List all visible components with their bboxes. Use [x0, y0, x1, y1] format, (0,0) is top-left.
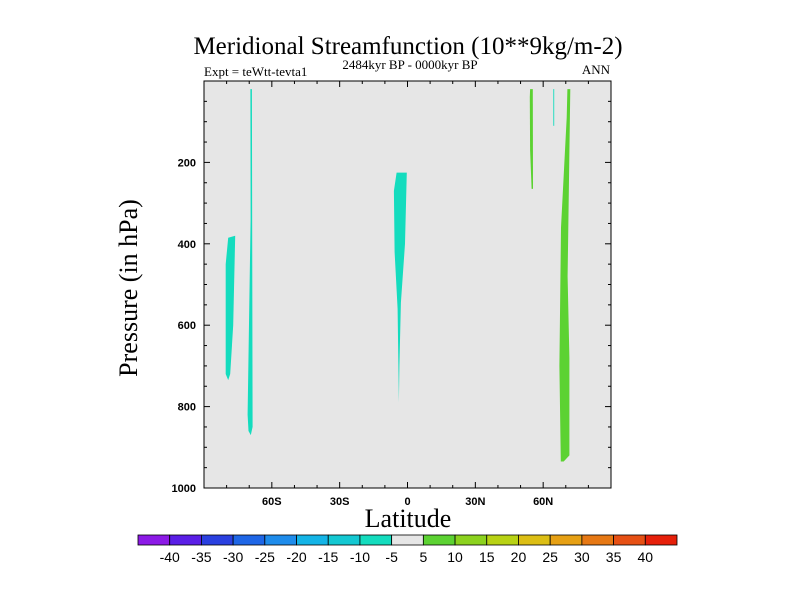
colorbar-label: 15 — [479, 549, 495, 565]
colorbar-label: 30 — [574, 549, 590, 565]
colorbar-label: -15 — [318, 549, 338, 565]
contour-region-neg-equatorial — [393, 172, 407, 403]
colorbar-swatch — [327, 534, 361, 546]
colorbar-swatch — [422, 534, 456, 546]
period-label: 2484kyr BP - 0000kyr BP — [342, 57, 477, 72]
colorbar-swatch — [644, 534, 678, 546]
colorbar-swatch — [169, 534, 202, 546]
colorbar-swatch — [549, 534, 583, 546]
contour-region-pos-northern-b — [559, 89, 571, 462]
colorbar-label: -35 — [191, 549, 211, 565]
chart-title: Meridional Streamfunction (10**9kg/m-2) — [193, 33, 622, 60]
contour-region-pos-northern-a — [529, 89, 533, 189]
colorbar-label: -10 — [350, 549, 370, 565]
experiment-label: Expt = teWtt-tevta1 — [204, 64, 307, 79]
y-tick-label: 800 — [178, 402, 196, 414]
plot-area: 200 400 600 800 1000 60S 30S 0 30N 60N — [172, 80, 612, 508]
colorbar-label: 10 — [447, 549, 463, 565]
colorbar-swatch — [486, 534, 519, 546]
x-tick-label: 60N — [533, 496, 553, 508]
colorbar-swatch — [454, 534, 488, 546]
colorbar-swatch — [296, 534, 329, 546]
colorbar-swatch — [581, 534, 614, 546]
contour-region-neg-northern-thin — [553, 89, 555, 126]
colorbar-swatch — [137, 534, 171, 546]
colorbar-swatch — [391, 534, 424, 546]
season-label: ANN — [582, 62, 611, 77]
colorbar-label: 20 — [511, 549, 527, 565]
colorbar-label: 40 — [638, 549, 654, 565]
y-tick-label: 1000 — [172, 483, 196, 495]
colorbar-swatch — [232, 534, 266, 546]
plot-background — [204, 81, 611, 488]
colorbar-swatch — [264, 534, 297, 546]
y-tick-label: 400 — [178, 239, 196, 251]
colorbar-label: -40 — [160, 549, 180, 565]
colorbar-swatch — [613, 534, 646, 546]
colorbar-swatch — [518, 534, 551, 546]
x-tick-label: 0 — [404, 496, 410, 508]
x-tick-label: 30S — [330, 496, 350, 508]
contour-region-neg-southern-b — [247, 89, 253, 436]
y-tick-label: 200 — [178, 157, 196, 169]
colorbar-label: -25 — [255, 549, 275, 565]
colorbar-label: 5 — [419, 549, 427, 565]
colorbar-label: 35 — [606, 549, 622, 565]
contour-region-neg-southern-a — [225, 235, 236, 381]
x-axis-label: Latitude — [365, 504, 452, 533]
colorbar: -40 -35 -30 -25 -20 -15 -10 -5 5 10 15 20 25 30 35 40 — [137, 534, 678, 565]
colorbar-label: 25 — [542, 549, 558, 565]
colorbar-label: -30 — [223, 549, 243, 565]
y-tick-label: 600 — [178, 320, 196, 332]
x-tick-label: 60S — [262, 496, 282, 508]
colorbar-label: -5 — [385, 549, 398, 565]
y-axis-label: Pressure (in hPa) — [114, 199, 143, 377]
colorbar-swatch — [201, 534, 234, 546]
colorbar-swatch — [359, 534, 393, 546]
x-tick-label: 30N — [465, 496, 485, 508]
colorbar-label: -20 — [286, 549, 306, 565]
